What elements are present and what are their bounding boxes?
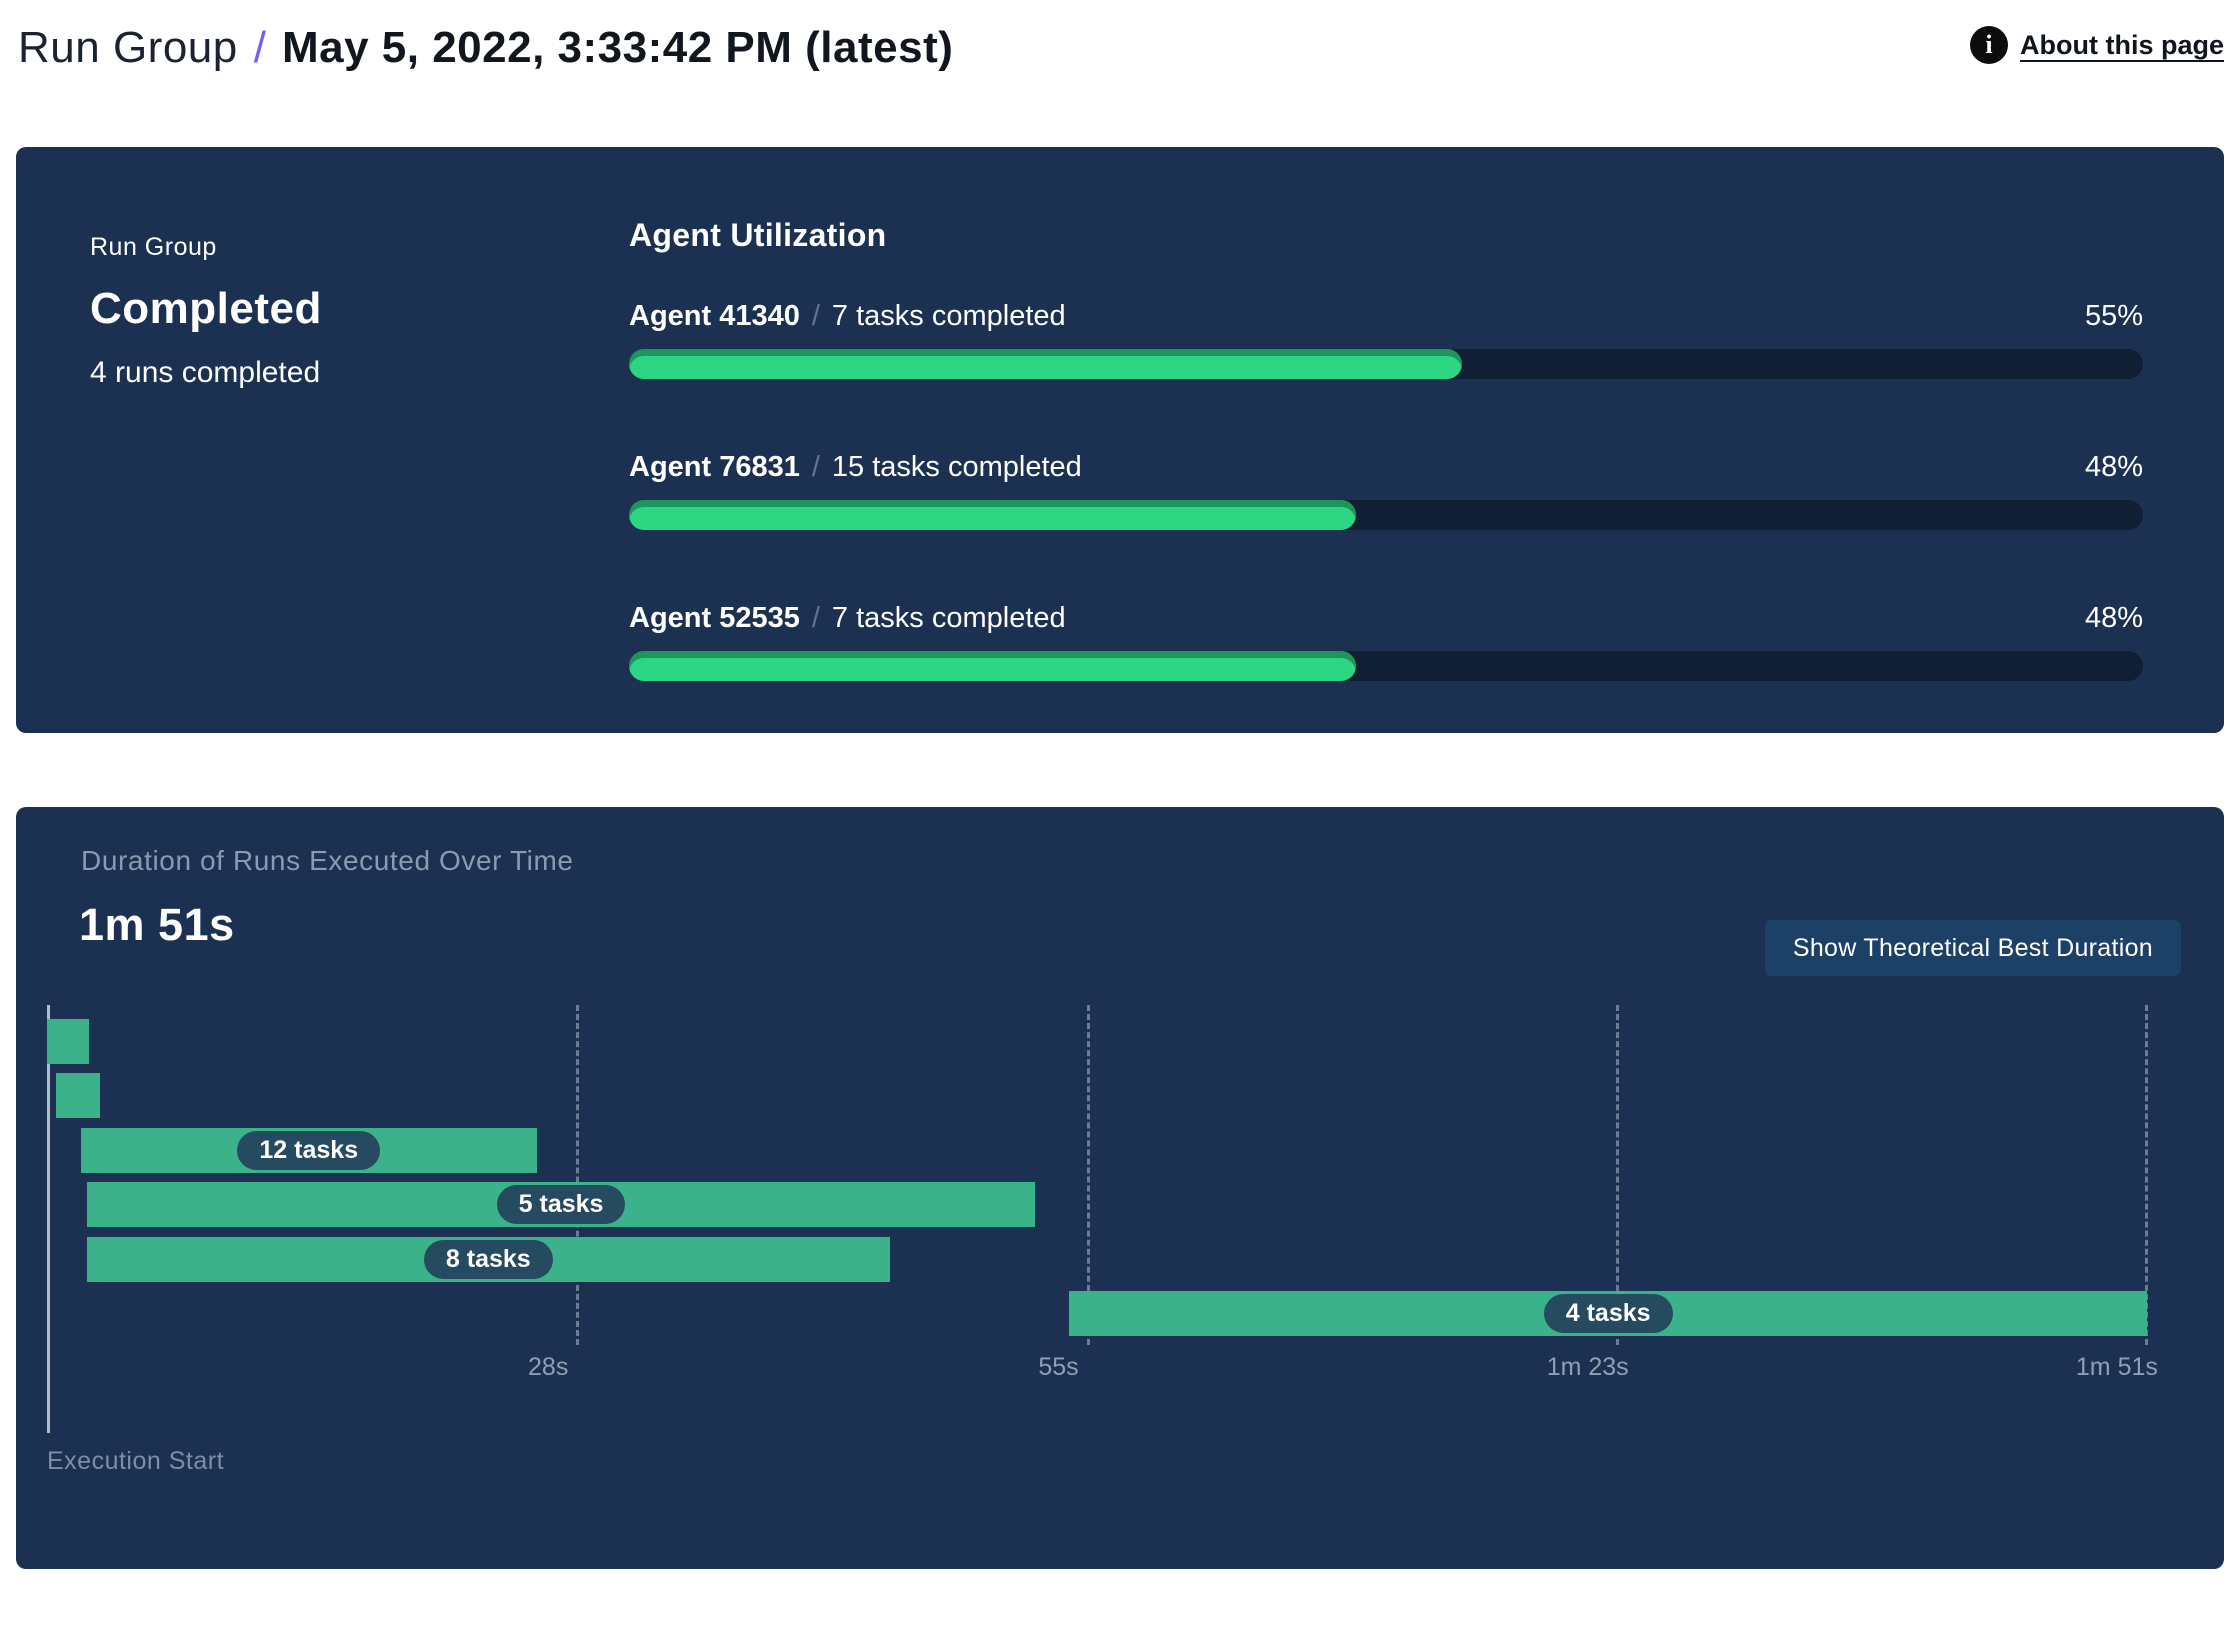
run-bar-task-count: 8 tasks xyxy=(423,1240,553,1279)
time-gridline xyxy=(1086,1005,1090,1345)
agent-utilization-rows: Agent 41340 / 7 tasks completed 55% Agent 76… xyxy=(629,300,2143,681)
duration-panel: Duration of Runs Executed Over Time 1m 5… xyxy=(16,807,2224,1569)
run-bar[interactable] xyxy=(56,1073,100,1118)
time-tick-label: 28s xyxy=(528,1353,569,1381)
agent-utilization-track xyxy=(629,500,2143,530)
agent-name: Agent 52535 xyxy=(629,602,800,634)
execution-start-axis-line xyxy=(47,1005,50,1433)
agent-utilization-percent: 48% xyxy=(2084,451,2143,483)
breadcrumb-separator: / xyxy=(253,23,266,72)
show-theoretical-best-duration-button[interactable]: Show Theoretical Best Duration xyxy=(1764,920,2181,976)
time-gridline xyxy=(1615,1005,1619,1345)
page-header: Run Group / May 5, 2022, 3:33:42 PM (lat… xyxy=(18,0,2224,110)
agent-utilization-fill xyxy=(629,500,1356,530)
runs-completed-count: 4 runs completed xyxy=(90,356,321,389)
agent-utilization-row: Agent 52535 / 7 tasks completed 48% xyxy=(629,602,2143,681)
agent-tasks-completed: 15 tasks completed xyxy=(831,451,1082,483)
agent-utilization-percent: 48% xyxy=(2084,602,2143,634)
agent-utilization-percent: 55% xyxy=(2084,300,2143,332)
run-bar-task-count: 12 tasks xyxy=(237,1131,381,1170)
agent-utilization-track xyxy=(629,651,2143,681)
agent-label-line: Agent 76831 / 15 tasks completed 48% xyxy=(629,451,2143,484)
agent-label-separator: / xyxy=(811,602,820,634)
run-bar[interactable]: 8 tasks xyxy=(86,1237,890,1282)
agent-name: Agent 41340 xyxy=(629,300,800,332)
run-status-card: Run Group Completed 4 runs completed xyxy=(90,217,629,733)
agent-utilization-row: Agent 41340 / 7 tasks completed 55% xyxy=(629,300,2143,379)
agent-label-separator: / xyxy=(811,300,820,332)
run-bar-task-count: 5 tasks xyxy=(496,1185,626,1224)
agent-label-line: Agent 52535 / 7 tasks completed 48% xyxy=(629,602,2143,635)
run-status-value: Completed xyxy=(90,284,322,333)
run-bar-task-count: 4 tasks xyxy=(1543,1294,1673,1333)
agent-tasks-completed: 7 tasks completed xyxy=(831,602,1066,634)
agent-utilization-fill xyxy=(629,651,1356,681)
time-tick-label: 55s xyxy=(1038,1353,1079,1381)
agent-label-separator: / xyxy=(811,451,820,483)
time-tick-label: 1m 23s xyxy=(1546,1353,1629,1381)
agent-utilization-fill xyxy=(629,349,1462,379)
run-bar[interactable]: 5 tasks xyxy=(86,1182,1036,1227)
run-bar[interactable]: 12 tasks xyxy=(81,1128,537,1173)
agent-name: Agent 76831 xyxy=(629,451,800,483)
info-icon: i xyxy=(1970,26,2008,64)
agent-utilization-title: Agent Utilization xyxy=(629,217,887,253)
gantt-chart: 28s 55s 1m 23s 1m 51s 12 tasks 5 tasks 8 tasks… xyxy=(47,1005,2197,1515)
run-group-summary-panel: Run Group Completed 4 runs completed Age… xyxy=(16,147,2224,733)
execution-start-label: Execution Start xyxy=(47,1447,225,1475)
time-tick-label: 1m 51s xyxy=(2075,1353,2158,1381)
breadcrumb: Run Group / May 5, 2022, 3:33:42 PM (lat… xyxy=(18,23,953,73)
page-title: May 5, 2022, 3:33:42 PM (latest) xyxy=(281,23,954,72)
about-this-page-label: About this page xyxy=(2020,29,2224,60)
run-bar[interactable] xyxy=(47,1019,89,1064)
agent-utilization-row: Agent 76831 / 15 tasks completed 48% xyxy=(629,451,2143,530)
duration-chart-title: Duration of Runs Executed Over Time xyxy=(81,845,574,876)
agent-utilization-track xyxy=(629,349,2143,379)
run-bar[interactable]: 4 tasks xyxy=(1069,1291,2147,1336)
run-group-label: Run Group xyxy=(90,233,217,261)
agent-utilization-section: Agent Utilization Agent 41340 / 7 tasks co… xyxy=(629,217,2143,733)
breadcrumb-run-group[interactable]: Run Group xyxy=(18,23,238,72)
time-gridline xyxy=(576,1005,580,1345)
time-gridline xyxy=(2144,1005,2148,1345)
total-duration-value: 1m 51s xyxy=(79,899,235,950)
agent-tasks-completed: 7 tasks completed xyxy=(831,300,1066,332)
about-this-page-link[interactable]: i About this page xyxy=(1970,26,2224,64)
agent-label-line: Agent 41340 / 7 tasks completed 55% xyxy=(629,300,2143,333)
